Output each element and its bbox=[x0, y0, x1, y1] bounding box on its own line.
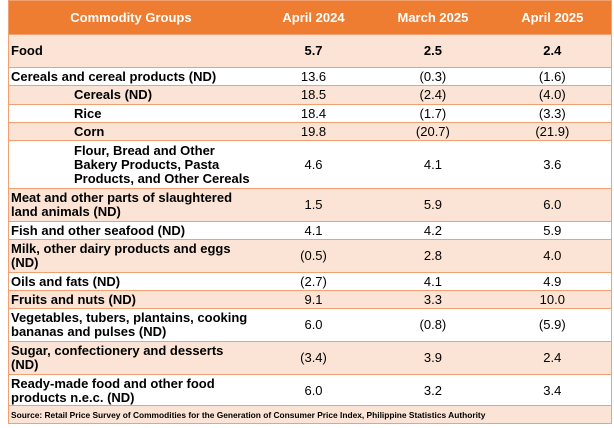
table-row: Oils and fats (ND) (2.7) 4.1 4.9 bbox=[8, 272, 612, 291]
value-march-2025: 4.1 bbox=[373, 272, 493, 291]
row-label: Fish and other seafood (ND) bbox=[8, 221, 254, 240]
table-header-row: Commodity Groups April 2024 March 2025 A… bbox=[8, 0, 612, 35]
value-march-2025: (0.8) bbox=[373, 308, 493, 342]
table-body: Food 5.7 2.5 2.4 Cereals and cereal products… bbox=[8, 34, 612, 407]
row-label: Flour, Bread and Other Bakery Products, … bbox=[8, 140, 254, 189]
value-april-2024: 1.5 bbox=[253, 188, 374, 222]
value-march-2025: 3.2 bbox=[373, 374, 493, 407]
row-label: Vegetables, tubers, plantains, cooking b… bbox=[8, 308, 254, 342]
value-april-2024: 13.6 bbox=[253, 67, 374, 86]
row-label: Corn bbox=[8, 122, 254, 141]
commodity-table-container: Commodity Groups April 2024 March 2025 A… bbox=[8, 0, 612, 407]
value-april-2025: 10.0 bbox=[492, 290, 612, 309]
table-row: Fruits and nuts (ND) 9.1 3.3 10.0 bbox=[8, 290, 612, 309]
table-row: Cereals (ND) 18.5 (2.4) (4.0) bbox=[8, 85, 612, 105]
table-row: Cereals and cereal products (ND) 13.6 (0.3… bbox=[8, 67, 612, 86]
table-row: Corn 19.8 (20.7) (21.9) bbox=[8, 122, 612, 141]
row-label: Fruits and nuts (ND) bbox=[8, 290, 254, 309]
value-april-2024: 19.8 bbox=[253, 122, 374, 141]
table-row: Fish and other seafood (ND) 4.1 4.2 5.9 bbox=[8, 221, 612, 240]
value-april-2024: 6.0 bbox=[253, 308, 374, 342]
value-april-2025: 2.4 bbox=[492, 341, 612, 375]
header-march-2025: March 2025 bbox=[373, 0, 493, 35]
value-march-2025: 2.5 bbox=[373, 34, 493, 68]
row-label: Oils and fats (ND) bbox=[8, 272, 254, 291]
value-march-2025: (2.4) bbox=[373, 85, 493, 105]
value-april-2025: (4.0) bbox=[492, 85, 612, 105]
value-april-2025: (1.6) bbox=[492, 67, 612, 86]
table-row: Sugar, confectionery and desserts (ND) (3… bbox=[8, 341, 612, 375]
value-april-2024: 4.6 bbox=[253, 140, 374, 189]
row-label: Ready-made food and other food products … bbox=[8, 374, 254, 407]
table-row: Milk, other dairy products and eggs (ND)… bbox=[8, 239, 612, 273]
value-april-2025: (3.3) bbox=[492, 104, 612, 123]
value-march-2025: 3.3 bbox=[373, 290, 493, 309]
value-march-2025: (1.7) bbox=[373, 104, 493, 123]
source-note: Source: Retail Price Survey of Commoditi… bbox=[8, 405, 612, 423]
value-april-2025: 4.9 bbox=[492, 272, 612, 291]
value-april-2024: (2.7) bbox=[253, 272, 374, 291]
header-april-2025: April 2025 bbox=[492, 0, 612, 35]
value-april-2025: 3.4 bbox=[492, 374, 612, 407]
value-april-2024: 18.4 bbox=[253, 104, 374, 123]
value-april-2024: 18.5 bbox=[253, 85, 374, 105]
value-april-2024: 6.0 bbox=[253, 374, 374, 407]
row-label: Sugar, confectionery and desserts (ND) bbox=[8, 341, 254, 375]
header-april-2024: April 2024 bbox=[253, 0, 374, 35]
commodity-price-table: Commodity Groups April 2024 March 2025 A… bbox=[8, 0, 612, 407]
value-april-2025: 4.0 bbox=[492, 239, 612, 273]
value-april-2025: 6.0 bbox=[492, 188, 612, 222]
table-row: Vegetables, tubers, plantains, cooking b… bbox=[8, 308, 612, 342]
row-label: Cereals (ND) bbox=[8, 85, 254, 105]
value-april-2025: 2.4 bbox=[492, 34, 612, 68]
value-april-2024: (3.4) bbox=[253, 341, 374, 375]
header-commodity-groups: Commodity Groups bbox=[8, 0, 254, 35]
row-label: Milk, other dairy products and eggs (ND) bbox=[8, 239, 254, 273]
value-april-2025: 5.9 bbox=[492, 221, 612, 240]
row-label: Cereals and cereal products (ND) bbox=[8, 67, 254, 86]
value-march-2025: 4.1 bbox=[373, 140, 493, 189]
table-row: Flour, Bread and Other Bakery Products, … bbox=[8, 140, 612, 189]
value-march-2025: (0.3) bbox=[373, 67, 493, 86]
row-label: Food bbox=[8, 34, 254, 68]
value-april-2025: 3.6 bbox=[492, 140, 612, 189]
value-april-2025: (5.9) bbox=[492, 308, 612, 342]
row-label: Meat and other parts of slaughtered land… bbox=[8, 188, 254, 222]
value-april-2024: 4.1 bbox=[253, 221, 374, 240]
table-row: Ready-made food and other food products … bbox=[8, 374, 612, 407]
value-april-2024: (0.5) bbox=[253, 239, 374, 273]
value-march-2025: (20.7) bbox=[373, 122, 493, 141]
value-march-2025: 3.9 bbox=[373, 341, 493, 375]
table-row: Food 5.7 2.5 2.4 bbox=[8, 34, 612, 68]
value-april-2024: 9.1 bbox=[253, 290, 374, 309]
value-march-2025: 5.9 bbox=[373, 188, 493, 222]
value-march-2025: 4.2 bbox=[373, 221, 493, 240]
table-row: Rice 18.4 (1.7) (3.3) bbox=[8, 104, 612, 123]
value-april-2024: 5.7 bbox=[253, 34, 374, 68]
table-row: Meat and other parts of slaughtered land… bbox=[8, 188, 612, 222]
value-april-2025: (21.9) bbox=[492, 122, 612, 141]
row-label: Rice bbox=[8, 104, 254, 123]
value-march-2025: 2.8 bbox=[373, 239, 493, 273]
